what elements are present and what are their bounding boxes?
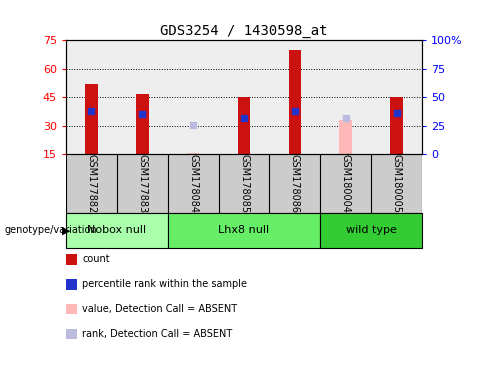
Text: genotype/variation: genotype/variation [5, 225, 98, 235]
Text: GSM177883: GSM177883 [137, 154, 147, 213]
Bar [136, 94, 148, 154]
Text: GSM178085: GSM178085 [239, 154, 249, 213]
Text: percentile rank within the sample: percentile rank within the sample [82, 279, 247, 289]
Text: GSM180004: GSM180004 [341, 154, 351, 213]
Bar [85, 84, 98, 154]
Bar [390, 97, 403, 154]
Text: ▶: ▶ [62, 225, 71, 235]
Text: GSM178084: GSM178084 [188, 154, 198, 213]
Bar [288, 50, 301, 154]
Bar [187, 153, 200, 154]
Text: count: count [82, 254, 110, 264]
Text: Nobox null: Nobox null [87, 225, 146, 235]
Text: value, Detection Call = ABSENT: value, Detection Call = ABSENT [82, 304, 238, 314]
Text: wild type: wild type [346, 225, 397, 235]
Text: GSM178086: GSM178086 [290, 154, 300, 213]
Bar [340, 120, 352, 154]
Text: rank, Detection Call = ABSENT: rank, Detection Call = ABSENT [82, 329, 233, 339]
Text: GSM177882: GSM177882 [86, 154, 96, 214]
Bar [238, 97, 250, 154]
Title: GDS3254 / 1430598_at: GDS3254 / 1430598_at [160, 24, 328, 38]
Text: Lhx8 null: Lhx8 null [219, 225, 269, 235]
Text: GSM180005: GSM180005 [392, 154, 402, 213]
